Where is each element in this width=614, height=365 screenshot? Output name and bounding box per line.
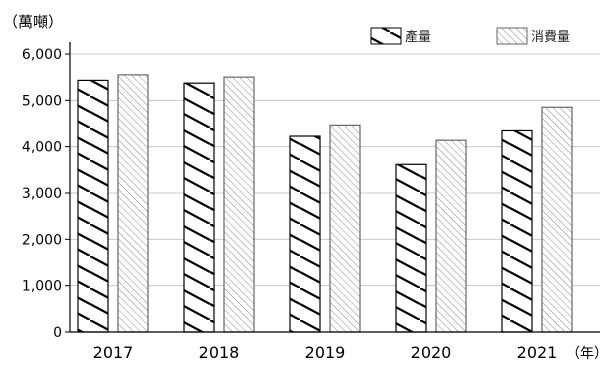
axes (69, 42, 600, 333)
bar-consumption (435, 139, 467, 333)
x-tick-label: 2017 (93, 343, 134, 362)
y-tick-label: 0 (53, 325, 62, 341)
legend: 產量 消費量 (370, 27, 570, 45)
x-tick-label: 2021 (517, 343, 558, 362)
tick-labels: 0 1,000 2,000 3,000 4,000 5,000 6,000 (22, 47, 70, 341)
x-tick-label: 2018 (199, 343, 240, 362)
legend-swatch-consumption (496, 27, 528, 45)
bar-consumption (223, 76, 255, 333)
bar-consumption (117, 74, 149, 333)
bars (77, 74, 573, 333)
category-labels: 2017 2018 2019 2020 2021 (93, 343, 558, 362)
bar-consumption (541, 106, 573, 333)
x-axis-label: （年） (566, 346, 608, 362)
y-tick-label: 5,000 (22, 93, 62, 109)
legend-label-production: 產量 (405, 29, 431, 45)
bar-production (77, 79, 109, 333)
bar-production (501, 129, 533, 333)
bar-consumption (329, 124, 361, 333)
bar-production (183, 82, 215, 333)
legend-label-consumption: 消費量 (531, 30, 570, 45)
bar-production (289, 135, 321, 333)
y-tick-label: 3,000 (22, 186, 62, 202)
y-tick-label: 2,000 (22, 232, 62, 248)
legend-swatch-production (370, 27, 402, 45)
x-tick-label: 2019 (305, 343, 346, 362)
x-tick-label: 2020 (411, 343, 452, 362)
bar-production (395, 163, 427, 333)
y-axis-label: （萬噸） (3, 13, 63, 31)
y-tick-label: 6,000 (22, 47, 62, 63)
y-tick-label: 1,000 (22, 279, 62, 295)
y-tick-label: 4,000 (22, 140, 62, 156)
